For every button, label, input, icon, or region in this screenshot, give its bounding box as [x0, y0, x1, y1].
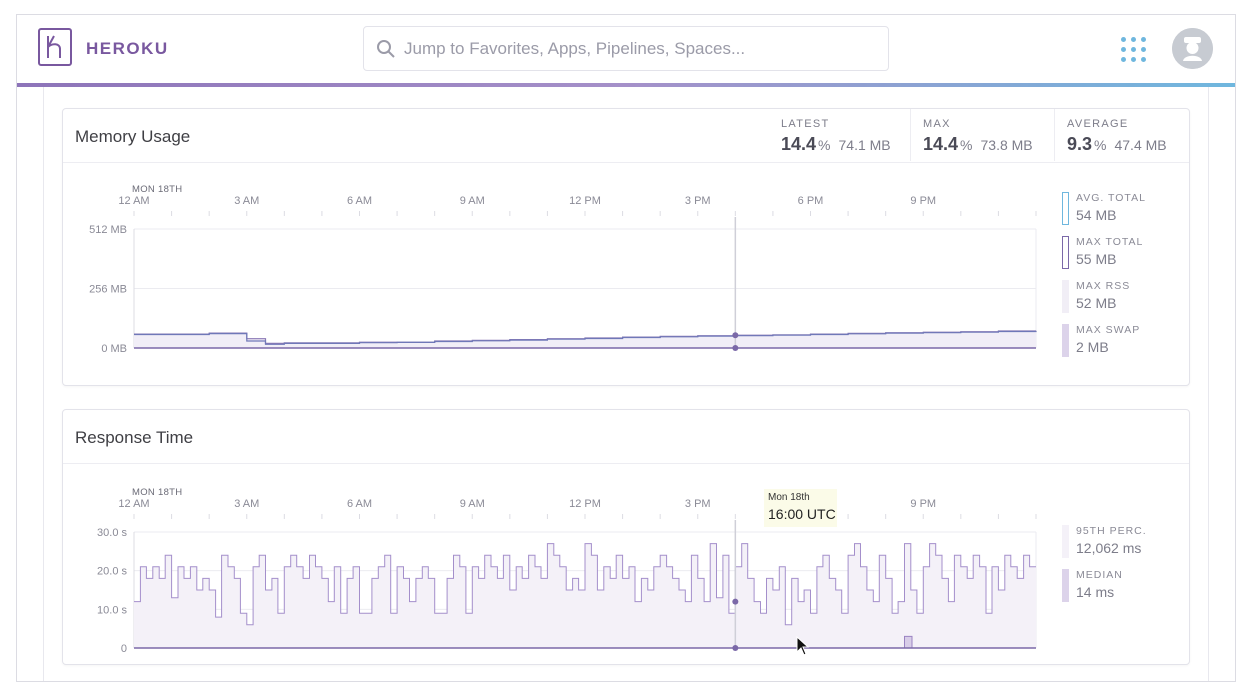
memory-usage-card: Memory Usage LATEST 14.4% 74.1 MB MAX 14.… [62, 108, 1190, 386]
y-tick-label: 0 [121, 643, 127, 655]
x-date-label: MON 18TH [132, 487, 182, 498]
x-tick-label: 12 AM [118, 195, 149, 207]
x-tick-label: 3 AM [234, 195, 259, 207]
x-tick-label: 6 AM [347, 498, 372, 510]
stat-label: AVERAGE [1067, 118, 1129, 130]
x-tick-label: 12 AM [118, 498, 149, 510]
x-tick-label: 12 PM [569, 498, 601, 510]
x-tick-label: 6 AM [347, 195, 372, 207]
stat-average: AVERAGE 9.3% 47.4 MB [1054, 109, 1191, 161]
x-tick-label: 9 PM [910, 498, 936, 510]
x-tick-label: 9 AM [460, 195, 485, 207]
hover-tooltip: Mon 18th 16:00 UTC [764, 489, 837, 527]
header-accent-bar [17, 83, 1235, 87]
top-nav: HEROKU [17, 15, 1235, 83]
tooltip-time: 16:00 UTC [768, 506, 836, 522]
x-tick-label: 3 PM [685, 498, 711, 510]
series-line [134, 330, 1037, 345]
y-tick-label: 30.0 s [97, 527, 127, 539]
mouse-cursor-icon [796, 636, 810, 656]
browser-frame: HEROKU Memory Usage L [16, 14, 1236, 682]
stat-value: 9.3% 47.4 MB [1067, 134, 1167, 154]
x-tick-label: 3 PM [685, 195, 711, 207]
apps-grid-icon[interactable] [1121, 37, 1147, 63]
x-tick-label: 9 AM [460, 498, 485, 510]
brand-name[interactable]: HEROKU [86, 39, 169, 58]
stat-value: 14.4% 74.1 MB [781, 134, 891, 154]
stat-max: MAX 14.4% 73.8 MB [910, 109, 1055, 161]
search-input[interactable] [402, 35, 876, 63]
stat-value: 14.4% 73.8 MB [923, 134, 1033, 154]
y-tick-label: 10.0 s [97, 604, 127, 616]
y-tick-label: 512 MB [89, 224, 127, 236]
series-line [134, 543, 1036, 626]
search-box[interactable] [363, 26, 889, 71]
x-date-label: MON 18TH [132, 184, 182, 195]
user-avatar[interactable] [1172, 28, 1213, 69]
heroku-logo-icon[interactable] [38, 28, 72, 66]
y-tick-label: 0 MB [101, 343, 127, 355]
card-title: Memory Usage [75, 127, 191, 146]
x-tick-label: 3 AM [234, 498, 259, 510]
response-time-card: Response Time MON 18TH 12 AM 3 AM 6 AM 9 AM 1… [62, 409, 1190, 665]
stat-latest: LATEST 14.4% 74.1 MB [769, 109, 909, 161]
search-icon [377, 40, 395, 58]
hover-dot [732, 332, 739, 339]
card-title: Response Time [75, 428, 194, 447]
y-tick-label: 20.0 s [97, 566, 127, 578]
x-tick-label: 9 PM [910, 195, 936, 207]
y-tick-label: 256 MB [89, 284, 127, 296]
stat-label: LATEST [781, 118, 830, 130]
x-tick-label: 6 PM [798, 195, 824, 207]
x-tick-label: 12 PM [569, 195, 601, 207]
stat-label: MAX [923, 118, 951, 130]
tooltip-date: Mon 18th [768, 492, 810, 503]
hover-dot [732, 598, 739, 605]
